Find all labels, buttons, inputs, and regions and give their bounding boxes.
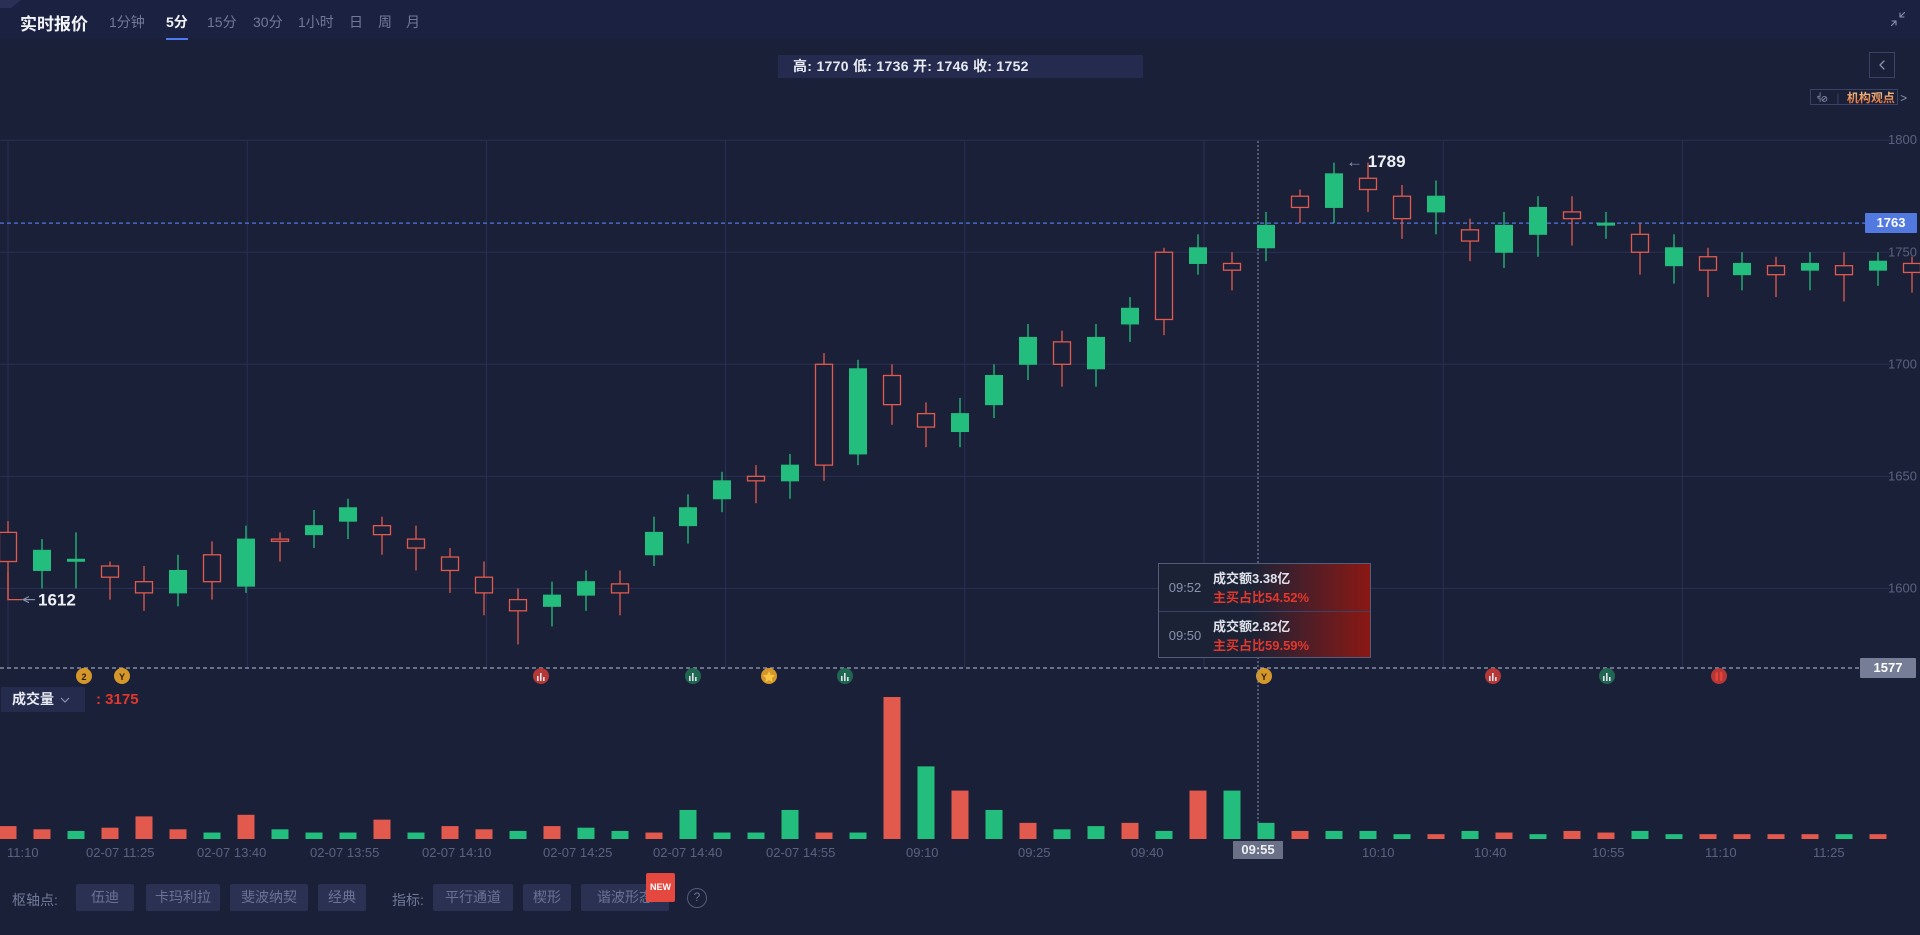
svg-text:1650: 1650 [1888, 468, 1917, 483]
svg-text:2: 2 [81, 672, 86, 682]
svg-text:Y: Y [119, 672, 125, 682]
svg-text:1612: 1612 [38, 591, 76, 610]
svg-text:1700: 1700 [1888, 356, 1917, 371]
svg-text:1600: 1600 [1888, 580, 1917, 595]
svg-text:Y: Y [1261, 672, 1267, 682]
svg-text:1800: 1800 [1888, 132, 1917, 147]
